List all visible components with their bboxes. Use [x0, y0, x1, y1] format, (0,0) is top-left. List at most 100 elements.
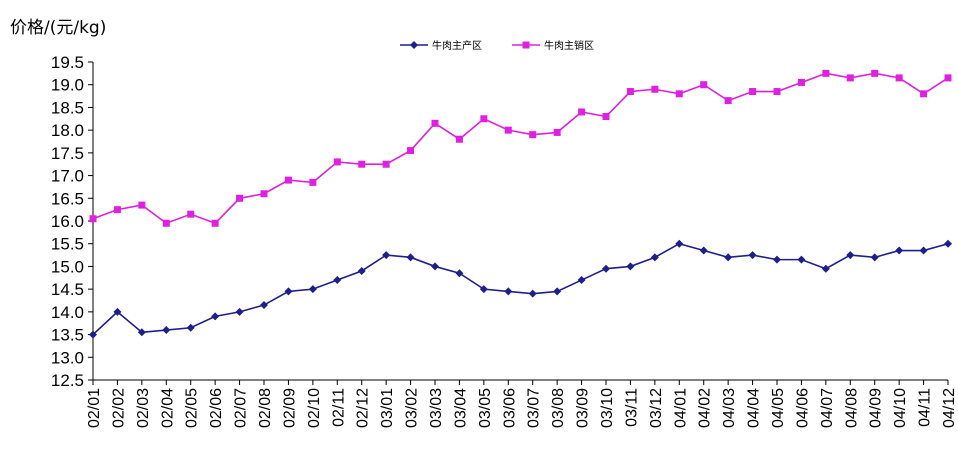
data-point — [138, 201, 146, 209]
series-line — [92, 72, 949, 225]
data-point — [504, 287, 513, 296]
x-tick-label: 04/09 — [868, 388, 885, 428]
x-tick-label: 04/05 — [770, 388, 787, 428]
data-point — [333, 158, 341, 166]
x-tick-label: 04/11 — [917, 388, 934, 427]
data-point — [895, 246, 904, 255]
x-tick-label: 04/12 — [941, 388, 958, 428]
y-tick-label: 19.5 — [51, 53, 84, 72]
data-point — [406, 253, 415, 262]
y-tick-label: 18.5 — [51, 98, 84, 117]
data-point — [284, 287, 293, 296]
series-group — [89, 69, 952, 339]
legend-entry: 牛肉主销区 — [512, 39, 594, 52]
data-point — [846, 74, 854, 82]
data-point — [309, 178, 317, 186]
series-2 — [89, 69, 952, 227]
x-tick-label: 03/10 — [599, 388, 616, 428]
series-1 — [89, 239, 952, 339]
data-point — [186, 323, 195, 332]
data-point — [235, 307, 244, 316]
x-tick-label: 04/06 — [794, 388, 811, 428]
x-tick-label: 02/01 — [86, 388, 103, 428]
data-point — [162, 219, 170, 227]
data-point — [822, 69, 830, 77]
y-tick-label: 15.0 — [51, 257, 84, 276]
data-point — [528, 289, 537, 298]
data-point — [553, 128, 561, 136]
legend-entry: 牛肉主产区 — [400, 39, 482, 52]
y-tick-label: 14.5 — [51, 280, 84, 299]
y-tick-label: 17.0 — [51, 167, 84, 186]
data-point — [89, 215, 97, 223]
data-point — [431, 119, 439, 127]
x-tick-label: 02/04 — [159, 388, 176, 428]
x-tick-label: 03/07 — [526, 388, 543, 428]
data-point — [724, 97, 732, 105]
data-point — [626, 88, 634, 96]
y-tick-labels: 12.5 13.0 13.5 14.0 14.5 15.0 15.5 16.0 16.5 17.0… — [51, 53, 84, 390]
data-point — [211, 219, 219, 227]
data-point — [308, 285, 317, 294]
data-point — [675, 90, 683, 98]
data-point — [260, 301, 268, 310]
data-point — [553, 287, 562, 296]
data-point — [357, 266, 366, 275]
data-point — [870, 253, 879, 262]
x-tick-label: 02/07 — [233, 388, 250, 428]
x-tick-label: 03/09 — [575, 388, 592, 428]
data-point — [455, 135, 463, 143]
data-point — [871, 69, 879, 77]
x-tick-label: 04/04 — [746, 388, 763, 428]
data-point — [675, 239, 684, 248]
data-point — [895, 74, 903, 82]
data-point — [455, 269, 464, 278]
y-tick-label: 17.5 — [51, 144, 84, 163]
data-point — [137, 328, 146, 337]
data-point — [284, 176, 292, 184]
x-tick-label: 03/11 — [623, 388, 640, 427]
data-point — [748, 251, 757, 260]
data-point — [113, 206, 121, 214]
data-point — [333, 276, 342, 285]
data-point — [577, 276, 586, 285]
data-point — [650, 253, 659, 262]
data-point — [651, 85, 659, 93]
data-point — [211, 312, 220, 321]
data-point — [944, 74, 952, 82]
data-point — [236, 194, 244, 202]
x-tick-label: 02/09 — [281, 388, 298, 428]
x-tick-label: 02/08 — [257, 388, 274, 428]
x-tick-label: 02/05 — [184, 388, 201, 428]
data-point — [920, 90, 928, 98]
y-tick-label: 15.5 — [51, 235, 84, 254]
data-point — [699, 246, 708, 255]
y-tick-label: 16.5 — [51, 189, 84, 208]
data-point — [821, 264, 830, 273]
data-point — [382, 160, 390, 168]
x-tick-label: 03/06 — [501, 388, 518, 428]
data-point — [700, 81, 708, 89]
data-point — [797, 255, 806, 264]
y-tick-label: 13.5 — [51, 326, 84, 345]
data-point — [846, 251, 855, 260]
x-tick-label: 04/10 — [892, 388, 909, 428]
data-point — [480, 115, 488, 123]
legend-label: 牛肉主销区 — [544, 39, 594, 52]
data-point — [626, 262, 635, 271]
data-point — [773, 88, 781, 96]
legend-label: 牛肉主产区 — [432, 39, 482, 52]
x-tick-label: 03/04 — [452, 388, 469, 428]
data-point — [797, 78, 805, 86]
x-tick-label: 04/01 — [672, 388, 689, 428]
x-tick-label: 03/01 — [379, 388, 396, 428]
data-point — [162, 326, 171, 335]
x-tick-label: 03/12 — [648, 388, 665, 428]
y-tick-label: 14.0 — [51, 303, 84, 322]
data-point — [187, 210, 195, 218]
x-tick-label: 03/05 — [477, 388, 494, 428]
data-point — [529, 131, 537, 139]
y-tick-label: 16.0 — [51, 212, 84, 231]
x-tick-label: 02/12 — [355, 388, 372, 428]
